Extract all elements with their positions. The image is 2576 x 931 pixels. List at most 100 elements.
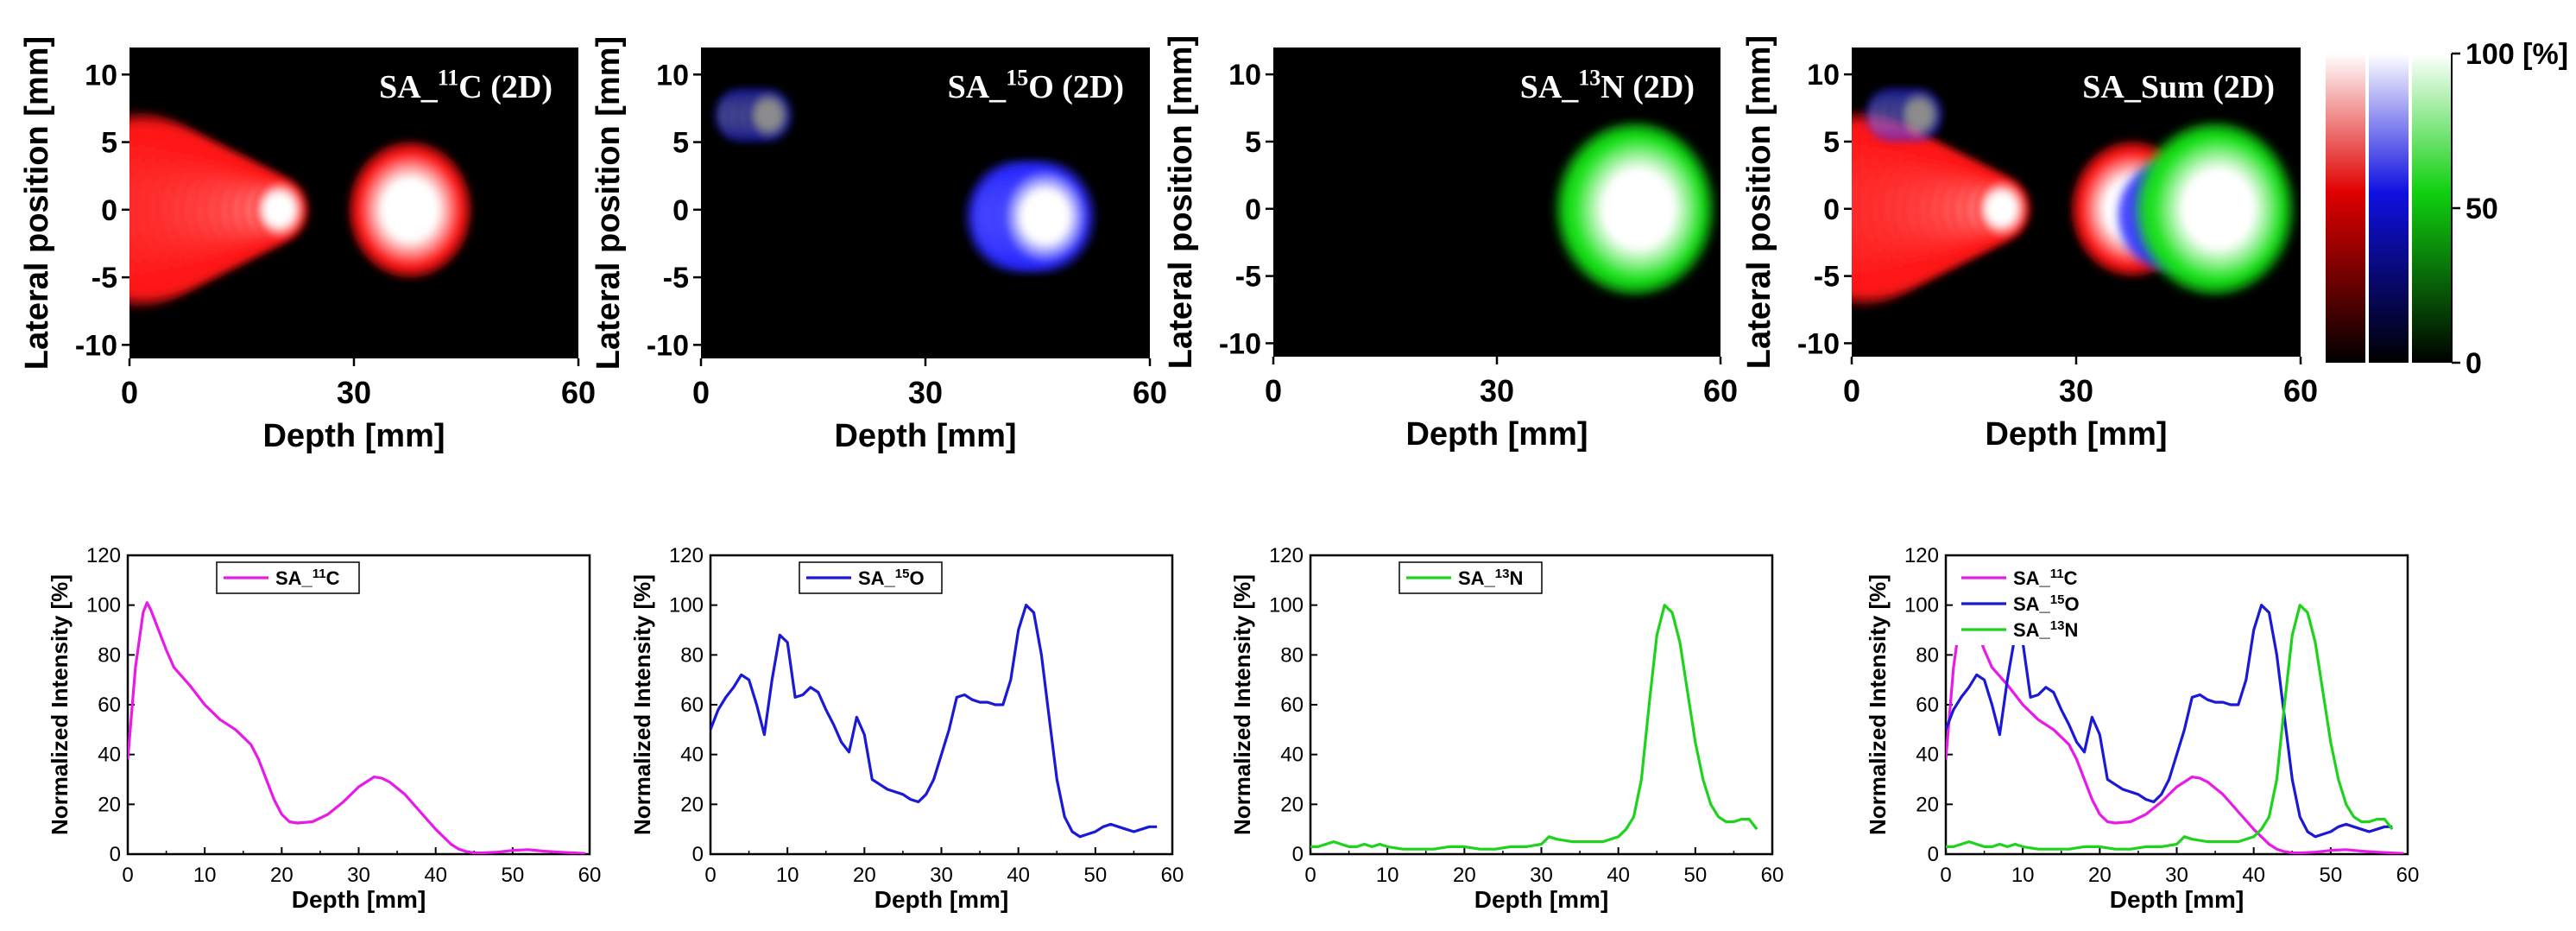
y-tick-label: -5 bbox=[1235, 261, 1261, 294]
legend-label-prefix: SA_ bbox=[858, 567, 896, 589]
y-tick-label: 60 bbox=[1280, 694, 1304, 717]
y-tick-label: 5 bbox=[672, 127, 689, 160]
x-tick-label: 40 bbox=[2242, 864, 2265, 887]
series-lines bbox=[128, 601, 586, 854]
line-panel-prof-n13: 0 10 20 30 40 50 60 0 20 40 60 80 100 120 Depth [mm] No… bbox=[1229, 544, 1784, 913]
colorbar: 100 [%] 50 0 bbox=[2326, 38, 2568, 380]
x-axis-label: Depth [mm] bbox=[1405, 416, 1588, 453]
x-tick-label: 10 bbox=[193, 864, 217, 887]
heatmap-blob-part bbox=[1892, 85, 1946, 144]
legend-label-prefix: SA_ bbox=[2013, 593, 2051, 615]
legend-label-sup: 15 bbox=[2050, 592, 2065, 607]
x-axis-label: Depth [mm] bbox=[262, 418, 445, 454]
legend: SA_15O bbox=[799, 561, 943, 594]
y-tick-label: 120 bbox=[1904, 544, 1939, 567]
y-tick-label: 60 bbox=[1916, 694, 1939, 717]
y-axis-label: Normalized Intensity [%] bbox=[1229, 574, 1255, 835]
colorbar-strip-blue bbox=[2369, 54, 2409, 363]
legend-label-sup: 11 bbox=[2050, 567, 2064, 581]
heatmap-blob-green bbox=[1550, 118, 1720, 299]
y-tick-label: 5 bbox=[101, 127, 117, 160]
heatmap-blobs bbox=[129, 107, 474, 312]
heatmap-blob-part bbox=[346, 139, 474, 281]
line-panel-prof-c11: 0 10 20 30 40 50 60 0 20 40 60 80 100 120 Depth [mm] No… bbox=[47, 544, 601, 913]
y-axis-label: Lateral position [mm] bbox=[1163, 35, 1199, 369]
heatmap-title-suffix: O (2D) bbox=[1028, 69, 1124, 105]
y-tick-label: -5 bbox=[92, 262, 117, 294]
y-tick-label: 40 bbox=[1280, 744, 1304, 767]
series-line-o15 bbox=[710, 604, 1158, 839]
y-tick-label: 40 bbox=[1916, 744, 1939, 767]
y-tick-label: 120 bbox=[1269, 544, 1304, 567]
legend-label-prefix: SA_ bbox=[2013, 567, 2051, 589]
legend-label: SA_13N bbox=[2013, 618, 2078, 641]
series-line-n13 bbox=[1310, 604, 1758, 851]
series-line-c11 bbox=[128, 601, 586, 854]
legend-label-suffix: C bbox=[326, 567, 340, 589]
y-tick-label: 20 bbox=[680, 793, 704, 816]
y-tick-label: 80 bbox=[1916, 643, 1939, 667]
x-tick-label: 20 bbox=[2088, 864, 2112, 887]
x-tick-label: 30 bbox=[347, 864, 370, 887]
x-tick-label: 30 bbox=[1530, 864, 1553, 887]
y-tick-label: 40 bbox=[680, 744, 704, 767]
heatmap-title-prefix: SA_ bbox=[1520, 69, 1580, 105]
x-tick-label: 50 bbox=[1083, 864, 1107, 887]
x-tick-label: 50 bbox=[1683, 864, 1707, 887]
heatmap-title-sup: 15 bbox=[1006, 66, 1028, 91]
y-tick-label: 0 bbox=[1292, 843, 1304, 866]
y-tick-label: 100 bbox=[1269, 594, 1304, 618]
x-axis-label: Depth [mm] bbox=[292, 886, 426, 913]
x-axis-label: Depth [mm] bbox=[1474, 886, 1609, 913]
legend-label-suffix: O bbox=[2064, 593, 2079, 615]
x-tick-label: 30 bbox=[930, 864, 953, 887]
heatmap-panel-map-sum: 0 30 60 10 5 0 -5 -10 Depth [mm] Lateral position… bbox=[1741, 35, 2318, 453]
x-tick-label: 60 bbox=[578, 864, 602, 887]
y-tick-label: -10 bbox=[1219, 327, 1261, 360]
colorbar-strip-red bbox=[2326, 54, 2365, 363]
x-tick-label: 0 bbox=[1265, 373, 1282, 408]
y-tick-label: 0 bbox=[101, 194, 117, 227]
heatmap-blob-blue bbox=[1862, 85, 1946, 144]
y-tick-label: -5 bbox=[663, 262, 689, 294]
x-tick-label: 0 bbox=[1304, 864, 1316, 887]
heatmap-title-sup: 11 bbox=[438, 66, 459, 91]
legend-label-suffix: O bbox=[909, 567, 924, 589]
heatmap-blob-part bbox=[2137, 118, 2300, 299]
x-tick-label: 0 bbox=[692, 375, 710, 410]
legend-label-prefix: SA_ bbox=[2013, 619, 2051, 641]
heatmap-blob-red bbox=[346, 139, 474, 281]
series-line-c11 bbox=[1946, 601, 2404, 854]
x-tick-label: 50 bbox=[2319, 864, 2342, 887]
legend-label-sup: 11 bbox=[313, 567, 326, 581]
x-tick-label: 30 bbox=[1480, 373, 1514, 408]
x-tick-label: 40 bbox=[1607, 864, 1630, 887]
heatmap-title-prefix: SA_Sum (2D) bbox=[2082, 69, 2275, 105]
x-tick-label: 20 bbox=[1453, 864, 1476, 887]
heatmap-panel-map-o15: 0 30 60 10 5 0 -5 -10 Depth [mm] Lateral position… bbox=[590, 36, 1167, 454]
x-tick-label: 20 bbox=[853, 864, 876, 887]
y-tick-label: 0 bbox=[672, 194, 689, 227]
legend: SA_13N bbox=[1398, 561, 1543, 594]
x-tick-label: 20 bbox=[270, 864, 294, 887]
y-tick-label: 10 bbox=[656, 59, 689, 92]
y-tick-label: 10 bbox=[1807, 59, 1840, 92]
x-tick-label: 60 bbox=[1761, 864, 1784, 887]
y-axis-label: Normalized Intensity [%] bbox=[1865, 574, 1891, 835]
x-axis-label: Depth [mm] bbox=[874, 886, 1009, 913]
x-tick-label: 50 bbox=[501, 864, 524, 887]
heatmap-title-prefix: SA_ bbox=[948, 69, 1007, 105]
heatmap-blob-blue bbox=[962, 157, 1098, 276]
legend-label-sup: 13 bbox=[2050, 618, 2065, 633]
y-axis-label: Lateral position [mm] bbox=[1741, 35, 1777, 369]
x-tick-label: 0 bbox=[1843, 373, 1860, 408]
y-tick-label: 60 bbox=[98, 694, 121, 717]
legend-label: SA_11C bbox=[275, 567, 340, 589]
heatmap-blob-red bbox=[1852, 107, 2033, 311]
legend-label-prefix: SA_ bbox=[1458, 567, 1496, 589]
heatmap-blob-part bbox=[1557, 118, 1720, 299]
y-tick-label: 5 bbox=[1823, 126, 1840, 159]
x-tick-label: 30 bbox=[908, 375, 943, 410]
heatmap-blob-part bbox=[992, 157, 1098, 276]
